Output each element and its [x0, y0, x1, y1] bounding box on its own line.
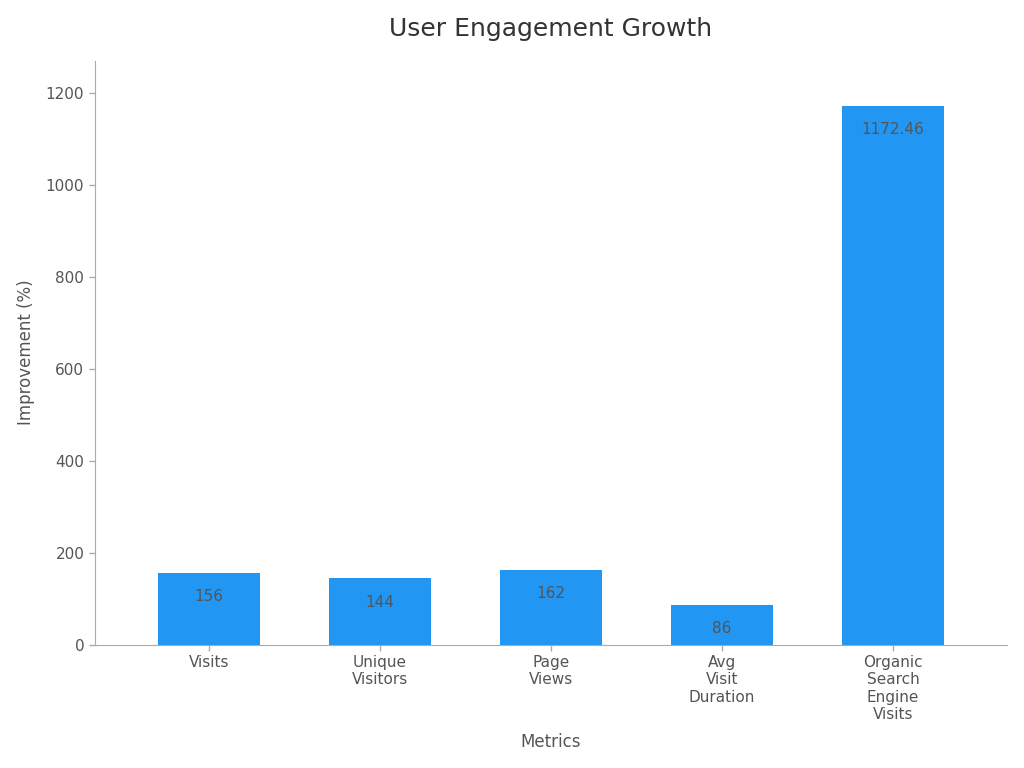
Text: 162: 162 [537, 587, 565, 601]
Bar [158, 573, 260, 644]
X-axis label: Metrics: Metrics [521, 733, 582, 751]
Text: 86: 86 [713, 621, 732, 637]
Bar [842, 105, 944, 644]
Bar [329, 578, 431, 644]
Bar [500, 570, 602, 644]
Bar [671, 605, 773, 644]
Text: 1172.46: 1172.46 [862, 122, 925, 137]
Text: 156: 156 [195, 589, 223, 604]
Title: User Engagement Growth: User Engagement Growth [389, 17, 713, 41]
Text: 144: 144 [366, 594, 394, 610]
Y-axis label: Improvement (%): Improvement (%) [16, 280, 35, 425]
